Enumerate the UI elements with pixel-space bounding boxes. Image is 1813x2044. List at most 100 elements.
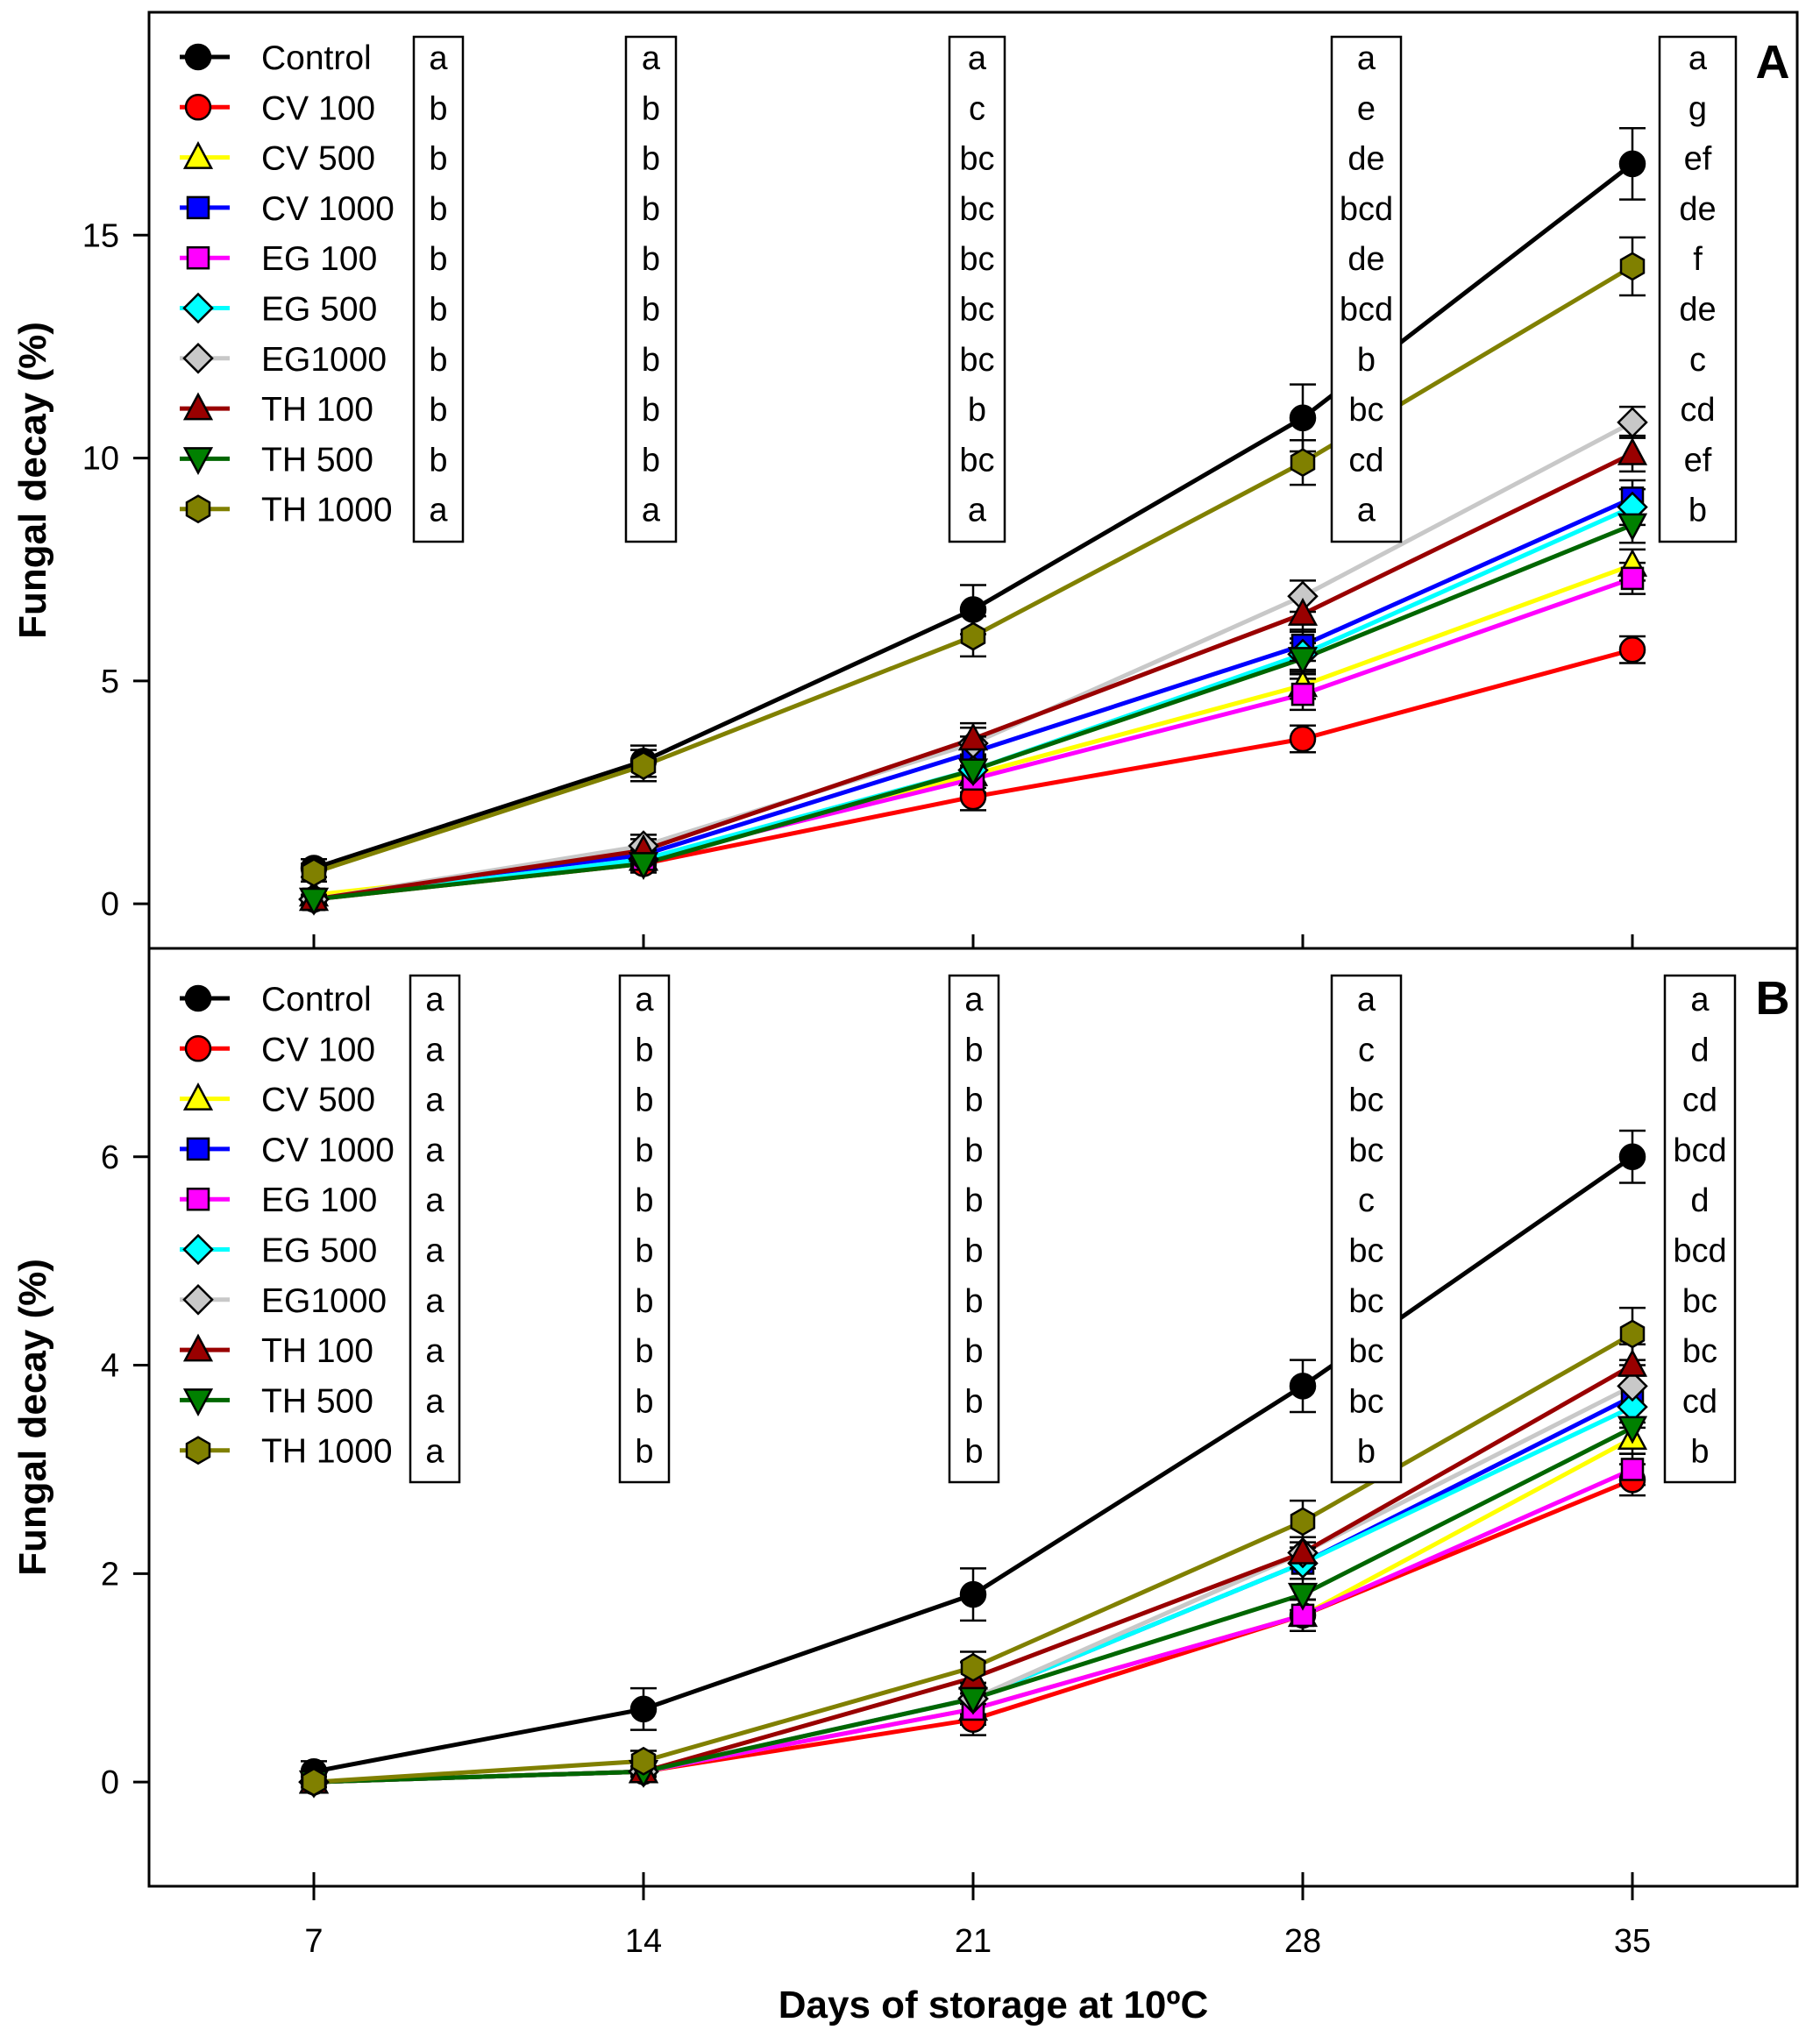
significance-letter: bcd (1673, 1233, 1726, 1270)
legend-label-EG 500: EG 500 (261, 1232, 377, 1270)
significance-letter: bc (1348, 1132, 1383, 1169)
legend-marker-EG 500 (182, 292, 214, 324)
significance-letter: b (429, 191, 447, 228)
panel-A-point-TH 500-day-7 (298, 887, 330, 916)
significance-letter: b (429, 141, 447, 178)
significance-letter: b (635, 1082, 653, 1119)
significance-letter: bc (959, 241, 994, 278)
panel-A-y-tick-label: 15 (82, 217, 119, 254)
panel-A-point-Control-day-28 (1289, 404, 1317, 432)
significance-letter: a (425, 1434, 444, 1471)
significance-letter: bc (1348, 1383, 1383, 1420)
panel-B-y-tick-label: 0 (101, 1764, 119, 1801)
x-tick-label: 28 (1284, 1923, 1321, 1960)
significance-letter: b (964, 1434, 983, 1471)
panel-A-point-TH 500-day-28 (1287, 647, 1319, 676)
significance-letter: b (635, 1434, 653, 1471)
significance-letter: b (642, 442, 660, 479)
panel-A-point-EG 100-day-35 (1620, 566, 1645, 591)
panel-B-point-EG1000-day-35 (1617, 1370, 1648, 1402)
significance-letter: a (425, 1333, 444, 1370)
legend-marker-EG 100 (186, 1187, 210, 1211)
significance-letter: a (1690, 982, 1710, 1018)
legend-label-CV 500: CV 500 (261, 1082, 375, 1119)
letter-box (412, 35, 465, 543)
significance-letter: c (1358, 1182, 1375, 1219)
significance-letter: bcd (1340, 191, 1393, 228)
panel-B-legend: Control CV 100 CV 500 CV 1000 EG 100 EG 500 EG… (180, 981, 395, 1471)
x-tick-label: 7 (304, 1923, 323, 1960)
significance-letter: b (964, 1182, 983, 1219)
significance-letter: b (1357, 1434, 1376, 1471)
legend-label-CV 100: CV 100 (261, 1031, 375, 1068)
significance-letter: b (964, 1132, 983, 1169)
panel-A-point-TH 100-day-28 (1287, 597, 1319, 626)
legend-marker-EG 100 (186, 245, 210, 270)
significance-letter: a (425, 1082, 444, 1119)
legend-marker-Control (184, 984, 212, 1012)
panel-B-point-TH 100-day-35 (1617, 1348, 1648, 1377)
panel-B-point-TH 100-day-28 (1287, 1536, 1319, 1565)
letter-box (948, 974, 1000, 1484)
legend-label-EG1000: EG1000 (261, 341, 387, 379)
legend-marker-EG 500 (182, 1233, 214, 1266)
significance-letter: bc (959, 141, 994, 178)
panel-A-line-TH 500 (313, 522, 1633, 902)
significance-letter: d (1690, 1182, 1709, 1219)
significance-letter: a (425, 1032, 444, 1068)
significance-letter: b (429, 342, 447, 379)
significance-letter: d (1690, 1032, 1709, 1068)
legend-label-TH 500: TH 500 (261, 1382, 373, 1420)
significance-letter: a (425, 1132, 444, 1169)
panel-A-point-TH 1000-day-35 (1619, 252, 1646, 281)
panel-A-point-TH 500-day-35 (1617, 513, 1648, 542)
panel-A-legend: Control CV 100 CV 500 CV 1000 EG 100 EG 500 EG… (180, 39, 395, 529)
panel-A-letters-day-35: ag ef de f de c cd ef b (1658, 35, 1738, 543)
legend-label-EG 100: EG 100 (261, 1182, 377, 1219)
significance-letter: b (635, 1233, 653, 1270)
significance-letter: bc (1348, 1233, 1383, 1270)
significance-letter: b (964, 1032, 983, 1068)
significance-letter: a (425, 1182, 444, 1219)
significance-letter: a (425, 1283, 444, 1320)
significance-letter: b (635, 1132, 653, 1169)
legend-marker-TH 1000 (185, 494, 211, 524)
legend-label-TH 1000: TH 1000 (261, 492, 393, 529)
significance-letter: b (642, 191, 660, 228)
significance-letter: g (1689, 90, 1707, 127)
significance-letter: b (964, 1283, 983, 1320)
significance-letter: b (1357, 342, 1376, 379)
significance-letter: a (1357, 982, 1376, 1018)
panel-B-point-EG 100-day-35 (1620, 1458, 1645, 1481)
panel-A-y-tick-label: 0 (101, 886, 119, 923)
legend-marker-CV 1000 (186, 195, 210, 220)
significance-letter: b (964, 1082, 983, 1119)
panel-A-label: A (1756, 36, 1790, 89)
series-layer (298, 126, 1648, 1799)
significance-letter: b (642, 292, 660, 329)
significance-letter-boxes: abbbbbbbbaabbbbbbbbaacbcbcbcbcbcbbcaaede… (409, 35, 1738, 1484)
significance-letter: a (635, 982, 654, 1018)
significance-letter: bc (959, 191, 994, 228)
significance-letter: de (1679, 292, 1716, 329)
panel-A-point-TH 500-day-21 (957, 758, 989, 787)
legend-label-EG 500: EG 500 (261, 291, 377, 329)
significance-letter: de (1679, 191, 1716, 228)
legend-marker-TH 1000 (185, 1436, 211, 1466)
panel-B-point-Control-day-14 (629, 1695, 658, 1723)
letter-box (1330, 35, 1403, 543)
legend-marker-CV 500 (182, 140, 214, 169)
significance-letter: a (1689, 40, 1708, 77)
legend-label-CV 500: CV 500 (261, 140, 375, 178)
legend-label-CV 1000: CV 1000 (261, 190, 395, 228)
legend-marker-Control (184, 43, 212, 71)
panel-A-y-tick-label: 5 (101, 664, 119, 700)
significance-letter: bc (1348, 1283, 1383, 1320)
significance-letter: bcd (1340, 292, 1393, 329)
legend-label-Control: Control (261, 39, 372, 77)
significance-letter: b (968, 392, 986, 429)
legend-label-CV 1000: CV 1000 (261, 1132, 395, 1169)
